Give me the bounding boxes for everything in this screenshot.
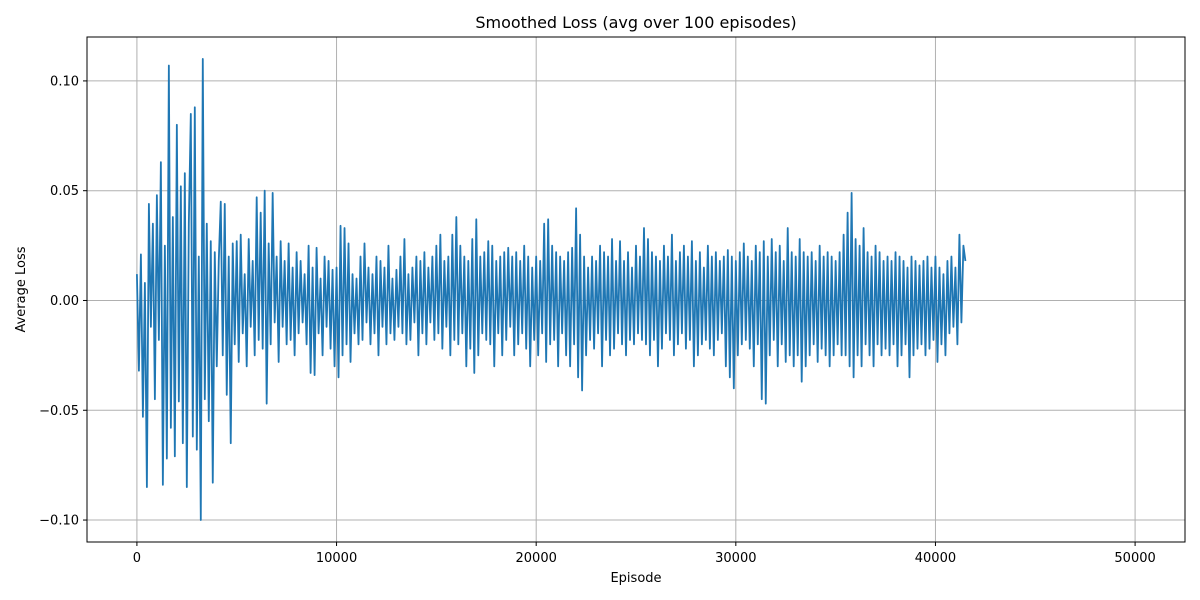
x-tick-label: 40000	[915, 551, 956, 566]
plot-area	[136, 58, 967, 521]
x-tick-label: 30000	[715, 551, 756, 566]
y-tick-label: 0.05	[50, 184, 79, 199]
x-tick-label: 20000	[516, 551, 557, 566]
y-tick-label: 0.10	[50, 74, 79, 89]
y-tick-label: 0.00	[50, 294, 79, 309]
x-tick-label: 10000	[316, 551, 357, 566]
y-tick-label: −0.10	[39, 514, 79, 529]
y-axis-label: Average Loss	[14, 246, 29, 332]
x-axis-label: Episode	[610, 571, 661, 586]
x-tick-label: 50000	[1114, 551, 1155, 566]
loss-series-line	[136, 58, 967, 521]
chart-title: Smoothed Loss (avg over 100 episodes)	[475, 13, 796, 32]
x-tick-label: 0	[133, 551, 141, 566]
y-tick-label: −0.05	[39, 404, 79, 419]
plot-frame	[86, 36, 1186, 543]
axis-ticks: 0 10000 20000 30000 40000 50000 −0.10 −0.05 0.00…	[39, 74, 1156, 566]
